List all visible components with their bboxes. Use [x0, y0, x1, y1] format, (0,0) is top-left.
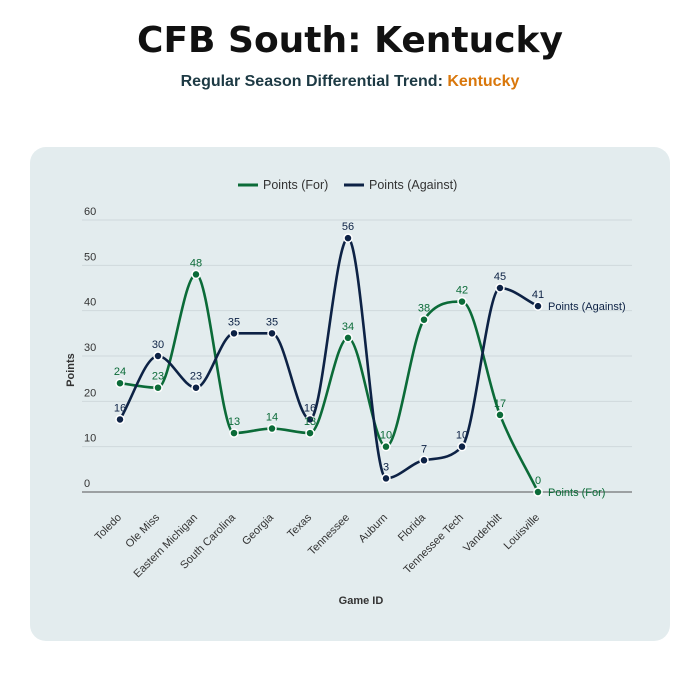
- point-against-8: [419, 455, 429, 466]
- y-tick-labels: 0 10 20 30 40 50 60: [84, 206, 96, 490]
- data-label-for-11: 0: [535, 475, 541, 487]
- x-tick-tennessee: Tennessee: [306, 512, 352, 558]
- point-against-2: [191, 382, 201, 393]
- x-tick-toledo: Toledo: [93, 512, 124, 543]
- data-label-for-8: 38: [418, 303, 430, 315]
- data-label-for-4: 14: [266, 412, 278, 424]
- chart-subtitle: Regular Season Differential Trend: Kentu…: [0, 73, 700, 91]
- legend: Points (For) Points (Against): [238, 178, 457, 192]
- chart-title: CFB South: Kentucky: [137, 20, 563, 61]
- x-tick-auburn: Auburn: [357, 512, 391, 546]
- point-against-0: [115, 414, 125, 425]
- y-tick-20: 20: [84, 387, 96, 399]
- y-tick-0: 0: [84, 478, 90, 490]
- legend-label-for: Points (For): [263, 178, 328, 192]
- point-for-5: [305, 428, 315, 438]
- point-for-0: [115, 378, 125, 388]
- point-for-10: [495, 410, 505, 420]
- x-tick-georgia: Georgia: [240, 511, 277, 548]
- point-against-7: [381, 473, 391, 484]
- chart-card: [30, 147, 670, 641]
- y-tick-10: 10: [84, 433, 96, 445]
- data-label-for-6: 34: [342, 321, 354, 333]
- subtitle-prefix: Regular Season Differential Trend:: [180, 73, 448, 90]
- data-label-against-11: 41: [532, 289, 544, 301]
- point-for-4: [267, 423, 277, 434]
- point-for-6: [343, 333, 353, 343]
- subtitle-team: Kentucky: [447, 73, 520, 90]
- point-against-4: [267, 328, 277, 339]
- data-label-against-9: 10: [456, 430, 468, 442]
- data-label-for-2: 48: [190, 257, 202, 269]
- point-for-7: [381, 441, 391, 452]
- point-for-9: [457, 296, 467, 307]
- end-label-for: Points (For): [548, 487, 605, 499]
- x-axis-title: Game ID: [339, 595, 384, 607]
- data-label-against-1: 30: [152, 339, 164, 351]
- series-points: [115, 233, 543, 497]
- y-tick-60: 60: [84, 206, 96, 218]
- point-against-1: [153, 351, 163, 361]
- data-labels: 24 23 48 13 14 13 34 10 38 42 17 0 Points (For) 16 30 2…: [114, 221, 626, 499]
- point-for-1: [153, 382, 163, 393]
- y-axis-title: Points: [65, 353, 77, 387]
- data-label-against-3: 35: [228, 316, 240, 328]
- point-for-11: [533, 487, 543, 497]
- data-label-against-0: 16: [114, 402, 126, 414]
- data-label-against-10: 45: [494, 271, 506, 283]
- data-label-for-1: 23: [152, 371, 164, 383]
- series-lines: [118, 236, 540, 493]
- data-label-for-5: 13: [304, 416, 316, 428]
- point-against-9: [457, 441, 467, 452]
- data-label-for-0: 24: [114, 366, 126, 378]
- point-against-10: [495, 283, 505, 293]
- point-for-2: [191, 269, 201, 280]
- y-tick-50: 50: [84, 251, 96, 263]
- data-label-for-10: 17: [494, 398, 506, 410]
- x-tick-texas: Texas: [285, 511, 314, 540]
- data-label-against-4: 35: [266, 316, 278, 328]
- x-tick-eastern-michigan: Eastern Michigan: [132, 512, 201, 581]
- point-for-8: [419, 314, 429, 325]
- data-label-for-3: 13: [228, 416, 240, 428]
- x-tick-vanderbilt: Vanderbilt: [461, 512, 504, 555]
- point-against-3: [229, 328, 239, 339]
- y-tick-40: 40: [84, 297, 96, 309]
- point-against-5: [305, 414, 315, 425]
- data-label-against-7: 3: [383, 461, 389, 473]
- x-tick-ole-miss: Ole Miss: [123, 511, 162, 550]
- y-tick-30: 30: [84, 342, 96, 354]
- end-label-against: Points (Against): [548, 301, 626, 313]
- data-label-against-2: 23: [190, 371, 202, 383]
- legend-label-against: Points (Against): [369, 178, 457, 192]
- point-against-11: [533, 301, 543, 311]
- x-tick-florida: Florida: [396, 511, 429, 544]
- series-line-for: [119, 273, 540, 493]
- point-for-3: [229, 428, 239, 438]
- x-tick-louisville: Louisville: [502, 512, 542, 552]
- data-label-against-5: 16: [304, 402, 316, 414]
- data-label-against-8: 7: [421, 443, 427, 455]
- data-label-for-9: 42: [456, 285, 468, 297]
- series-line-against: [118, 236, 539, 480]
- data-label-against-6: 56: [342, 221, 354, 233]
- point-against-6: [343, 233, 353, 243]
- data-label-for-7: 10: [380, 430, 392, 442]
